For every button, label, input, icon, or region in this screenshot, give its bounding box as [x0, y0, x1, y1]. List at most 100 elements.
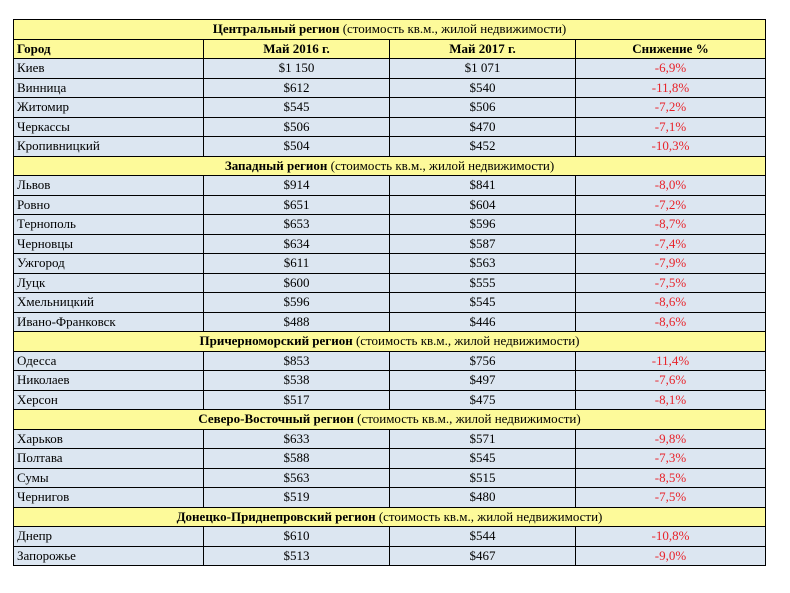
price-2017-cell: $540	[389, 77, 576, 98]
price-2016-cell: $611	[203, 253, 390, 274]
region-name: Северо-Восточный регион	[198, 411, 354, 427]
change-cell: -8,5%	[574, 467, 767, 488]
city-cell: Чернигов	[13, 487, 204, 508]
region-name: Донецко-Приднепровский регион	[176, 508, 376, 524]
change-cell: -6,9%	[574, 58, 767, 79]
change-cell: -10,8%	[574, 526, 767, 547]
region-header-row: Западный регион (стоимость кв.м., жилой …	[12, 155, 767, 176]
change-cell: -7,5%	[574, 487, 767, 508]
region-note: (стоимость кв.м., жилой недвижимости)	[330, 157, 555, 173]
table-row: Киев $1 150 $1 071 -6,9%	[13, 58, 767, 79]
column-header-may-2017: Май 2017 г.	[389, 38, 576, 59]
table-row: Винница $612 $540 -11,8%	[13, 77, 767, 98]
table-row: Ровно $651 $604 -7,2%	[13, 194, 767, 215]
price-2016-cell: $488	[203, 311, 390, 332]
price-2016-cell: $519	[203, 487, 390, 508]
region-title: Центральный регион (стоимость кв.м., жил…	[12, 19, 767, 40]
price-2016-cell: $504	[203, 136, 390, 157]
price-2017-cell: $1 071	[389, 58, 576, 79]
price-2017-cell: $841	[389, 175, 576, 196]
change-cell: -7,6%	[574, 370, 767, 391]
city-cell: Хмельницкий	[13, 292, 204, 313]
region-title: Северо-Восточный регион (стоимость кв.м.…	[12, 409, 767, 430]
table-row: Ужгород $611 $563 -7,9%	[13, 253, 767, 274]
city-cell: Ужгород	[13, 253, 204, 274]
region-name: Западный регион	[224, 157, 328, 173]
table-row: Харьков $633 $571 -9,8%	[13, 428, 767, 449]
price-2016-cell: $563	[203, 467, 390, 488]
region-title: Донецко-Приднепровский регион (стоимость…	[12, 506, 767, 527]
price-2016-cell: $914	[203, 175, 390, 196]
price-2017-cell: $604	[389, 194, 576, 215]
city-cell: Луцк	[13, 272, 204, 293]
table-row: Луцк $600 $555 -7,5%	[13, 272, 767, 293]
table-row: Черкассы $506 $470 -7,1%	[13, 116, 767, 137]
change-cell: -11,8%	[574, 77, 767, 98]
city-cell: Запорожье	[13, 545, 204, 566]
region-note: (стоимость кв.м., жилой недвижимости)	[342, 21, 567, 37]
city-cell: Черкассы	[13, 116, 204, 137]
column-header-row: Город Май 2016 г. Май 2017 г. Снижение %	[13, 38, 767, 59]
table-row: Запорожье $513 $467 -9,0%	[13, 545, 767, 566]
price-2017-cell: $470	[389, 116, 576, 137]
price-2016-cell: $506	[203, 116, 390, 137]
price-2017-cell: $596	[389, 214, 576, 235]
table-row: Николаев $538 $497 -7,6%	[13, 370, 767, 391]
city-cell: Сумы	[13, 467, 204, 488]
price-2016-cell: $1 150	[203, 58, 390, 79]
region-header-row: Причерноморский регион (стоимость кв.м.,…	[12, 331, 767, 352]
change-cell: -9,0%	[574, 545, 767, 566]
table-row: Полтава $588 $545 -7,3%	[13, 448, 767, 469]
table-row: Херсон $517 $475 -8,1%	[13, 389, 767, 410]
price-2016-cell: $588	[203, 448, 390, 469]
price-2016-cell: $853	[203, 350, 390, 371]
change-cell: -7,5%	[574, 272, 767, 293]
change-cell: -7,4%	[574, 233, 767, 254]
price-2017-cell: $497	[389, 370, 576, 391]
table-row: Львов $914 $841 -8,0%	[13, 175, 767, 196]
region-note: (стоимость кв.м., жилой недвижимости)	[357, 411, 581, 427]
price-2017-cell: $467	[389, 545, 576, 566]
price-2017-cell: $480	[389, 487, 576, 508]
price-2016-cell: $517	[203, 389, 390, 410]
change-cell: -8,1%	[574, 389, 767, 410]
price-table-body: Центральный регион (стоимость кв.м., жил…	[12, 19, 767, 566]
change-cell: -7,9%	[574, 253, 767, 274]
city-cell: Днепр	[13, 526, 204, 547]
change-cell: -10,3%	[574, 136, 767, 157]
table-row: Черновцы $634 $587 -7,4%	[13, 233, 767, 254]
change-cell: -8,6%	[574, 311, 767, 332]
city-cell: Киев	[13, 58, 204, 79]
price-2017-cell: $555	[389, 272, 576, 293]
table-row: Одесса $853 $756 -11,4%	[13, 350, 767, 371]
price-2017-cell: $563	[389, 253, 576, 274]
column-header-may-2016: Май 2016 г.	[203, 38, 390, 59]
price-2016-cell: $612	[203, 77, 390, 98]
price-2017-cell: $452	[389, 136, 576, 157]
price-2016-cell: $610	[203, 526, 390, 547]
column-header-city: Город	[13, 38, 204, 59]
price-2016-cell: $538	[203, 370, 390, 391]
table-row: Кропивницкий $504 $452 -10,3%	[13, 136, 767, 157]
region-header-row: Центральный регион (стоимость кв.м., жил…	[12, 19, 767, 40]
city-cell: Херсон	[13, 389, 204, 410]
price-2017-cell: $587	[389, 233, 576, 254]
city-cell: Николаев	[13, 370, 204, 391]
city-cell: Одесса	[13, 350, 204, 371]
city-cell: Тернополь	[13, 214, 204, 235]
city-cell: Полтава	[13, 448, 204, 469]
change-cell: -7,3%	[574, 448, 767, 469]
price-2017-cell: $506	[389, 97, 576, 118]
column-header-change: Снижение %	[574, 38, 767, 59]
price-2016-cell: $634	[203, 233, 390, 254]
region-name: Центральный регион	[212, 21, 340, 37]
change-cell: -7,1%	[574, 116, 767, 137]
change-cell: -8,6%	[574, 292, 767, 313]
city-cell: Винница	[13, 77, 204, 98]
price-2017-cell: $475	[389, 389, 576, 410]
change-cell: -7,2%	[574, 97, 767, 118]
price-2017-cell: $446	[389, 311, 576, 332]
price-2017-cell: $544	[389, 526, 576, 547]
table-row: Житомир $545 $506 -7,2%	[13, 97, 767, 118]
price-2016-cell: $596	[203, 292, 390, 313]
